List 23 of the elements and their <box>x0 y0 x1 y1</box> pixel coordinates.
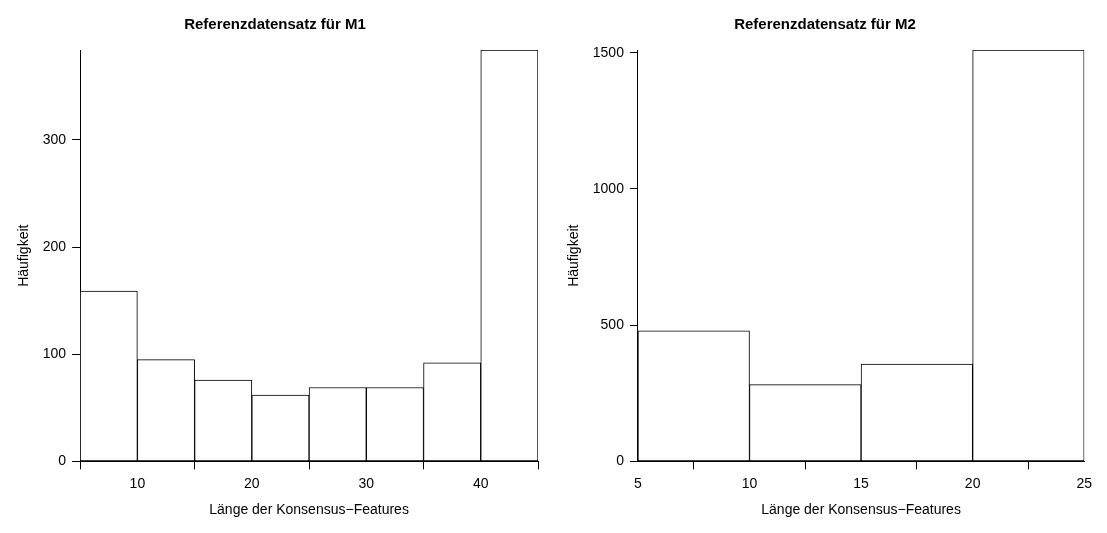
y-tick-label: 1500 <box>592 43 625 60</box>
x-tick-label: 40 <box>472 474 489 491</box>
x-tick-label: 20 <box>964 474 981 491</box>
x-tick-label: 30 <box>358 474 375 491</box>
chart-title: Referenzdatensatz für M1 <box>184 15 366 33</box>
x-tick-label: 15 <box>853 474 870 491</box>
y-tick-label: 0 <box>616 452 625 469</box>
x-axis-title: Länge der Konsensus−Features <box>209 501 409 518</box>
chart-title: Referenzdatensatz für M2 <box>734 15 916 33</box>
y-tick-label: 200 <box>42 237 67 254</box>
x-tick-label: 5 <box>634 474 643 491</box>
x-tick-label: 10 <box>741 474 758 491</box>
y-tick-label: 1000 <box>592 179 625 196</box>
x-tick-label: 10 <box>129 474 146 491</box>
y-tick-label: 0 <box>58 452 67 469</box>
y-tick-label: 500 <box>600 316 625 333</box>
y-axis-title: Häufigkeit <box>15 224 32 287</box>
x-tick-label: 25 <box>1076 474 1093 491</box>
x-axis-title: Länge der Konsensus−Features <box>761 501 961 518</box>
y-tick-label: 300 <box>42 130 67 147</box>
x-tick-label: 20 <box>244 474 260 491</box>
y-axis-title: Häufigkeit <box>565 224 582 287</box>
y-tick-label: 100 <box>42 345 67 362</box>
